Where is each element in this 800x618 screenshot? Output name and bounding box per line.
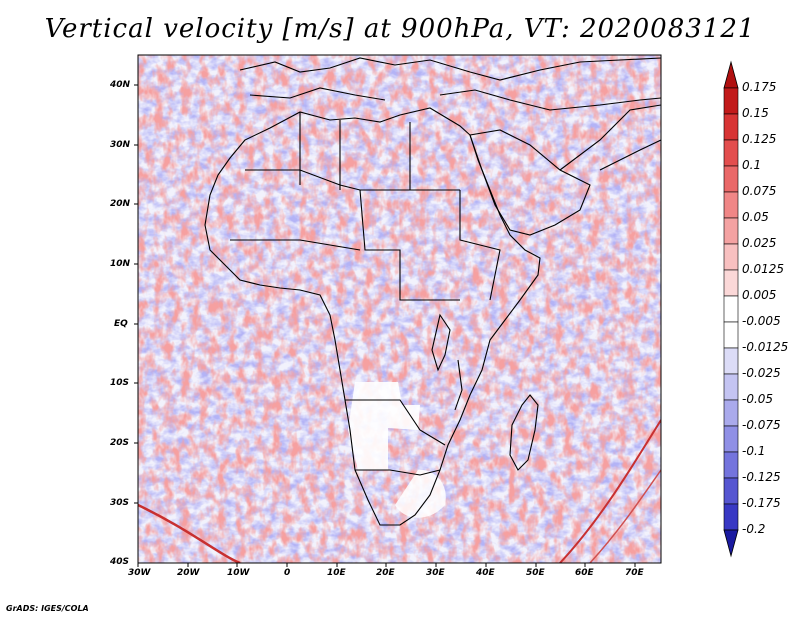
lon-label: 30W	[128, 568, 151, 578]
colorbar-tick-label: -0.05	[742, 392, 774, 406]
colorbar	[723, 60, 739, 558]
lat-label: 20N	[110, 199, 131, 209]
colorbar-swatch	[723, 191, 739, 219]
colorbar-swatch	[723, 321, 739, 349]
colorbar-swatch	[723, 425, 739, 453]
colorbar-swatch	[723, 503, 739, 531]
lon-label: 30E	[426, 568, 445, 578]
lon-label: 10W	[227, 568, 250, 578]
colorbar-tick-label: 0.175	[742, 80, 777, 94]
colorbar-tick-label: 0.15	[742, 106, 769, 120]
colorbar-tick-label: 0.125	[742, 132, 777, 146]
colorbar-swatch	[723, 399, 739, 427]
colorbar-tick-label: 0.005	[742, 288, 777, 302]
colorbar-tick-label: 0.05	[742, 210, 769, 224]
lat-label: 40S	[110, 557, 130, 567]
colorbar-over-arrow	[723, 60, 739, 89]
lat-label: 30N	[110, 140, 131, 150]
axis-ticks	[134, 84, 636, 567]
colorbar-swatch	[723, 451, 739, 479]
lon-label: 0	[284, 568, 291, 578]
coastline	[204, 57, 661, 526]
colorbar-tick-label: 0.025	[742, 236, 777, 250]
lon-label: 40E	[476, 568, 495, 578]
colorbar-under-arrow	[723, 529, 739, 558]
lon-label: 10E	[327, 568, 346, 578]
colorbar-swatch	[723, 295, 739, 323]
lat-label: 10N	[110, 259, 131, 269]
colorbar-swatch	[723, 113, 739, 141]
colorbar-tick-label: 0.1	[742, 158, 762, 172]
velocity-field	[138, 55, 661, 563]
colorbar-tick-label: -0.0125	[742, 340, 789, 354]
colorbar-tick-label: -0.025	[742, 366, 781, 380]
colorbar-swatch	[723, 87, 739, 115]
colorbar-tick-label: 0.075	[742, 184, 777, 198]
lon-label: 50E	[526, 568, 545, 578]
lon-label: 20E	[376, 568, 395, 578]
colorbar-tick-label: -0.005	[742, 314, 781, 328]
colorbar-tick-label: 0.0125	[742, 262, 784, 276]
colorbar-swatch	[723, 347, 739, 375]
lat-label: 10S	[110, 378, 130, 388]
lat-label: 30S	[110, 498, 130, 508]
colorbar-swatch	[723, 139, 739, 167]
colorbar-swatch	[723, 373, 739, 401]
colorbar-tick-label: -0.1	[742, 444, 766, 458]
footer-credit: GrADS: IGES/COLA	[6, 604, 89, 613]
colorbar-tick-label: -0.075	[742, 418, 781, 432]
colorbar-tick-label: -0.175	[742, 496, 781, 510]
colorbar-tick-label: -0.2	[742, 522, 766, 536]
lat-label: EQ	[114, 319, 128, 329]
map-title: Vertical velocity [m/s] at 900hPa, VT: 2…	[44, 14, 756, 44]
lon-label: 70E	[625, 568, 644, 578]
colorbar-swatch	[723, 165, 739, 193]
lon-label: 60E	[575, 568, 594, 578]
lon-label: 20W	[177, 568, 200, 578]
colorbar-swatch	[723, 217, 739, 245]
colorbar-tick-label: -0.125	[742, 470, 781, 484]
colorbar-swatch	[723, 243, 739, 271]
lat-label: 20S	[110, 438, 130, 448]
map-frame	[137, 54, 662, 564]
lat-label: 40N	[110, 80, 131, 90]
colorbar-swatch	[723, 269, 739, 297]
colorbar-swatch	[723, 477, 739, 505]
